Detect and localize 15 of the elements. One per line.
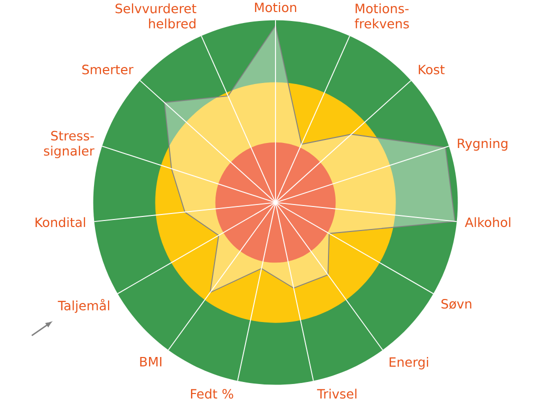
spoke-label: Smerter <box>82 64 134 74</box>
spoke-label: BMI <box>140 356 162 366</box>
spoke-label: Stress-signaler <box>44 130 94 158</box>
spoke-label: Taljemål <box>58 298 110 313</box>
spoke-label: Trivsel <box>317 388 356 399</box>
spoke-label: Søvn <box>441 298 472 310</box>
spoke-label: Rygning <box>458 138 508 151</box>
spoke-label: Alkohol <box>464 217 510 228</box>
spoke-label: Motions-frekvens <box>354 3 409 28</box>
spoke-label: Kost <box>418 64 445 74</box>
spoke-label: Energi <box>390 356 428 370</box>
spoke-label: Selvvurderet helbred <box>116 3 196 28</box>
spoke-label: Kondital <box>36 217 86 228</box>
spoke-label: Motion <box>255 2 296 12</box>
spoke-label: Fedt % <box>191 388 234 399</box>
